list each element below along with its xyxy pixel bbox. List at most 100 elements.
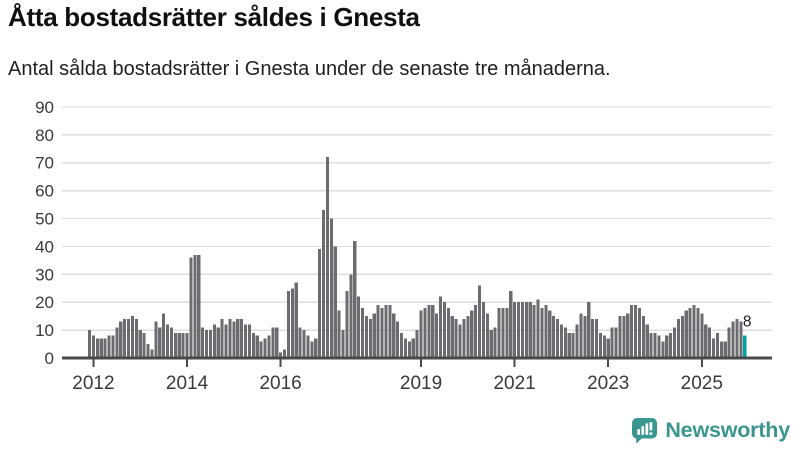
x-axis-tick-label: 2014: [166, 373, 209, 394]
bar: [341, 330, 345, 358]
bar: [579, 313, 583, 358]
bar: [325, 157, 329, 358]
bar: [552, 316, 556, 358]
bar: [505, 307, 509, 358]
bar: [634, 304, 638, 358]
bar: [556, 318, 560, 358]
bar: [415, 330, 419, 358]
bar: [485, 313, 489, 358]
bar: [454, 318, 458, 358]
x-axis-tick-label: 2016: [259, 373, 301, 394]
bar: [263, 338, 267, 358]
bar: [419, 310, 423, 358]
bar: [251, 332, 255, 358]
bar: [462, 318, 466, 358]
y-axis-tick-label: 60: [35, 182, 54, 201]
bar: [364, 316, 368, 358]
bar: [353, 240, 357, 358]
bar: [719, 341, 723, 358]
bar: [665, 335, 669, 358]
bar: [727, 327, 731, 358]
bar: [123, 318, 127, 358]
bar: [622, 316, 626, 358]
bar: [255, 335, 259, 358]
bar: [501, 307, 505, 358]
bar: [115, 327, 119, 358]
bar: [493, 327, 497, 358]
bar: [517, 302, 521, 358]
y-axis-tick-label: 40: [35, 237, 54, 256]
bar: [524, 302, 528, 358]
bar: [208, 330, 212, 358]
bar: [181, 332, 185, 358]
bar: [345, 291, 349, 358]
x-axis-tick-label: 2019: [400, 373, 442, 394]
bar: [290, 288, 294, 358]
bar: [731, 321, 735, 358]
bar: [216, 327, 220, 358]
bar: [559, 324, 563, 358]
bar: [676, 318, 680, 358]
bar: [403, 338, 407, 358]
y-axis-tick-label: 70: [35, 154, 54, 173]
bar: [267, 335, 271, 358]
bar: [283, 349, 287, 358]
y-axis-tick-label: 20: [35, 293, 54, 312]
bar: [103, 338, 107, 358]
chart-subtitle: Antal sålda bostadsrätter i Gnesta under…: [8, 58, 611, 80]
bar: [692, 304, 696, 358]
bar: [520, 302, 524, 358]
bar: [407, 341, 411, 358]
bar: [244, 324, 248, 358]
bar: [606, 338, 610, 358]
bar: [189, 257, 193, 358]
bar: [680, 316, 684, 358]
bar: [739, 321, 743, 358]
bar: [302, 330, 306, 358]
bar: [158, 327, 162, 358]
newsworthy-wordmark: Newsworthy: [665, 418, 790, 442]
bar: [314, 338, 318, 358]
bar: [536, 299, 540, 358]
bar: [166, 324, 170, 358]
bar: [653, 332, 657, 358]
bar-chart: 0 10 20 30 40 50 60 70 80 90 2012 2014 2016 2019 2021 2…: [0, 95, 800, 405]
bar: [107, 335, 111, 358]
bar: [598, 332, 602, 358]
bar: [595, 318, 599, 358]
bar: [618, 316, 622, 358]
bar: [571, 332, 575, 358]
bar: [688, 307, 692, 358]
bar: [435, 313, 439, 358]
chart-title: Åtta bostadsrätter såldes i Gnesta: [8, 2, 420, 32]
bar: [368, 318, 372, 358]
bar: [509, 291, 513, 358]
y-axis-tick-label: 10: [35, 321, 54, 340]
bar: [661, 341, 665, 358]
bar: [88, 330, 92, 358]
bar: [205, 330, 209, 358]
bar: [641, 316, 645, 358]
bar: [583, 316, 587, 358]
bar: [384, 304, 388, 358]
bar: [637, 307, 641, 358]
bar: [684, 310, 688, 358]
bar: [232, 321, 236, 358]
bar: [201, 327, 205, 358]
bar: [337, 310, 341, 358]
bar: [271, 327, 275, 358]
bar: [193, 254, 197, 358]
bar: [696, 307, 700, 358]
bar: [372, 313, 376, 358]
bar: [388, 304, 392, 358]
bar-chart-canvas: 0 10 20 30 40 50 60 70 80 90 2012 2014 2016 2019 2021 2…: [35, 98, 772, 394]
bar: [95, 338, 99, 358]
bar: [528, 302, 532, 358]
bar: [649, 332, 653, 358]
y-axis-tick-label: 0: [45, 349, 54, 368]
bar: [489, 330, 493, 358]
bar: [376, 304, 380, 358]
bar: [723, 341, 727, 358]
bar: [626, 313, 630, 358]
bar: [450, 316, 454, 358]
